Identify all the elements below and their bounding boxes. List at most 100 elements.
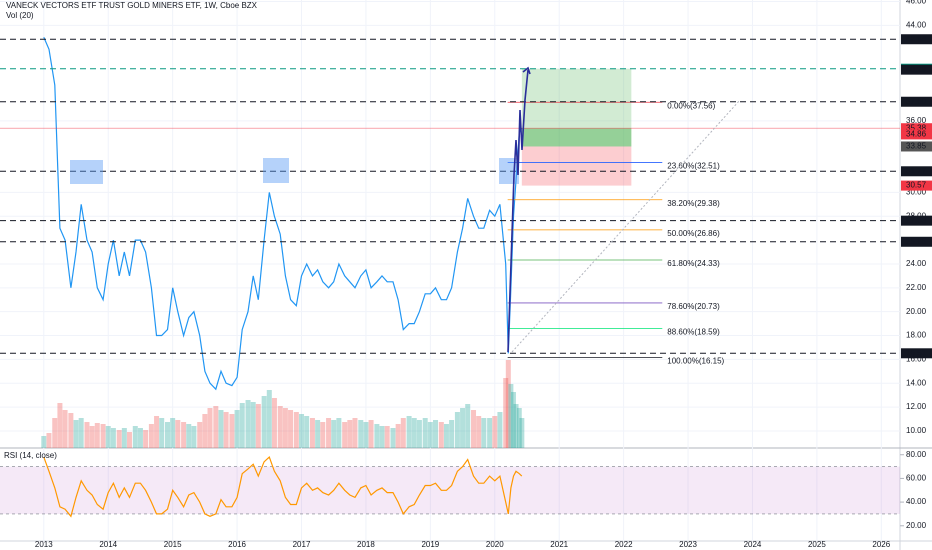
fib-label: 61.80%(24.33) (667, 259, 720, 268)
level-tag (901, 34, 932, 45)
volume-bar (159, 418, 165, 448)
volume-bar (137, 428, 143, 448)
volume-bar (277, 406, 283, 448)
volume-bar (487, 418, 493, 448)
volume-bar (154, 416, 160, 448)
volume-bar (218, 410, 224, 448)
level-tag (901, 123, 932, 134)
x-tick-label: 2023 (679, 540, 697, 549)
volume-bar (438, 422, 444, 448)
volume-bar (271, 398, 277, 448)
level-label: 30.57 (906, 181, 927, 190)
volume-bar (57, 403, 63, 448)
level-label: 35.38 (906, 123, 927, 132)
y-tick-label: 22.00 (906, 283, 927, 292)
volume-bar (460, 408, 466, 448)
volume-bar (116, 430, 122, 448)
loss-zone (521, 146, 632, 186)
volume-bar (416, 420, 422, 448)
volume-bar (132, 426, 138, 448)
volume-bar (181, 422, 187, 448)
level-tag (901, 129, 932, 140)
volume-bar (299, 414, 305, 448)
level-tag (901, 141, 932, 152)
y-tick-label: 44.00 (906, 21, 927, 30)
level-tag (901, 180, 932, 191)
x-tick-label: 2013 (35, 540, 53, 549)
x-tick-label: 2020 (486, 540, 504, 549)
volume-bar (352, 418, 358, 448)
x-tick-label: 2024 (744, 540, 762, 549)
rsi-title: RSI (14, close) (4, 451, 57, 460)
volume-bar (358, 420, 364, 448)
y-tick-label: 30.00 (906, 188, 927, 197)
highlight-box (263, 158, 289, 183)
volume-bar (304, 416, 310, 448)
rsi-tick-label: 40.00 (906, 497, 927, 506)
volume-bar (207, 408, 213, 448)
volume-bar (315, 420, 321, 448)
y-tick-label: 18.00 (906, 331, 927, 340)
y-tick-label: 46.00 (906, 0, 927, 6)
volume-bar (465, 404, 471, 448)
volume-bar (261, 396, 267, 448)
level-label: 25.86 (906, 237, 927, 246)
volume-bar (347, 420, 353, 448)
x-tick-label: 2026 (872, 540, 890, 549)
x-tick-label: 2025 (808, 540, 826, 549)
volume-bar (73, 420, 79, 448)
volume-bar (250, 402, 256, 448)
level-tag (901, 96, 932, 107)
y-tick-label: 10.00 (906, 426, 927, 435)
x-tick-label: 2014 (99, 540, 117, 549)
volume-bar (476, 416, 482, 448)
volume-bar (52, 418, 58, 448)
level-label: 34.86 (906, 130, 927, 139)
price-line (43, 37, 523, 391)
volume-bar (165, 422, 171, 448)
volume-bar (288, 410, 294, 448)
fib-label: 0.00%(37.56) (667, 101, 715, 110)
fib-label: 50.00%(26.86) (667, 229, 720, 238)
fib-label: 38.20%(29.38) (667, 199, 720, 208)
volume-bar (411, 418, 417, 448)
rsi-tick-label: 60.00 (906, 474, 927, 483)
projection-arrows (507, 69, 529, 353)
volume-bar (223, 412, 229, 448)
volume-bar (516, 408, 522, 448)
volume-bar (186, 424, 192, 448)
x-tick-label: 2017 (293, 540, 311, 549)
volume-bar (368, 420, 374, 448)
y-tick-label: 16.00 (906, 354, 927, 363)
rsi-line (43, 456, 523, 518)
fib-label: 23.60%(32.51) (667, 162, 720, 171)
level-tag (901, 348, 932, 359)
volume-bar (449, 420, 455, 448)
volume-bar (126, 432, 132, 448)
highlight-box (499, 158, 519, 184)
volume-bar (342, 422, 348, 448)
volume-bar (406, 416, 412, 448)
volume-bar (100, 424, 106, 448)
volume-bar (239, 403, 245, 448)
y-tick-label: 12.00 (906, 402, 927, 411)
volume-bar (143, 430, 149, 448)
volume-bar (282, 408, 288, 448)
volume-bar (78, 418, 84, 448)
x-tick-label: 2021 (550, 540, 568, 549)
volume-bar (510, 392, 516, 448)
volume-bar (492, 416, 498, 448)
volume-bar (320, 422, 326, 448)
volume-bar (519, 418, 525, 448)
level-tag (901, 166, 932, 177)
x-tick-label: 2018 (357, 540, 375, 549)
highlight-box (70, 160, 103, 184)
volume-bar (121, 428, 127, 448)
volume-bar (433, 420, 439, 448)
trend-line (511, 99, 741, 353)
volume-bar (148, 424, 154, 448)
volume-bar (170, 418, 176, 448)
x-tick-label: 2016 (228, 540, 246, 549)
rsi-tick-label: 20.00 (906, 521, 927, 530)
